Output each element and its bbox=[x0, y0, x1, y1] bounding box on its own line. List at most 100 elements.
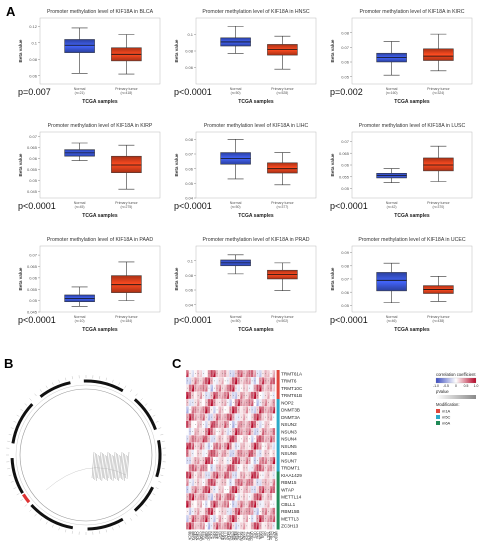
nonsignificant-dot bbox=[195, 460, 196, 461]
significance-triangle bbox=[269, 399, 273, 407]
significance-triangle bbox=[213, 478, 216, 486]
column-label: SARC bbox=[236, 532, 240, 542]
nonsignificant-dot bbox=[257, 387, 258, 389]
column-label: OV bbox=[263, 532, 267, 537]
nonsignificant-dot bbox=[224, 525, 226, 527]
y-tick-label: 0.06 bbox=[185, 65, 194, 70]
chart-title: Promoter methylation level of KIF18A in … bbox=[360, 9, 465, 15]
significance-triangle bbox=[256, 449, 259, 457]
x-axis-label: TCGA samples bbox=[238, 213, 274, 219]
nonsignificant-dot bbox=[251, 518, 253, 519]
nonsignificant-dot bbox=[203, 431, 204, 432]
significance-triangle bbox=[272, 442, 276, 450]
scale-tick bbox=[130, 517, 133, 521]
significance-triangle bbox=[199, 464, 203, 472]
significance-triangle bbox=[258, 420, 262, 428]
significance-triangle bbox=[204, 478, 208, 486]
nonsignificant-dot bbox=[262, 511, 264, 512]
nonsignificant-dot bbox=[200, 460, 202, 461]
significance-triangle bbox=[245, 493, 249, 501]
significance-triangle bbox=[202, 522, 205, 530]
nonsignificant-dot bbox=[268, 525, 269, 527]
nonsignificant-dot bbox=[249, 518, 250, 519]
column-label: SKCM bbox=[239, 532, 243, 542]
significance-triangle bbox=[221, 413, 224, 421]
significance-triangle bbox=[210, 399, 213, 407]
row-label: TRMT61A bbox=[281, 371, 303, 376]
nonsignificant-dot bbox=[268, 380, 269, 382]
nonsignificant-dot bbox=[205, 431, 207, 432]
nonsignificant-dot bbox=[203, 518, 204, 519]
y-tick-label: 0.05 bbox=[341, 303, 350, 308]
significance-triangle bbox=[229, 413, 232, 421]
column-label: BRCA bbox=[190, 532, 194, 542]
significance-triangle bbox=[234, 391, 238, 399]
scale-tick bbox=[160, 434, 164, 436]
significance-triangle bbox=[258, 370, 262, 378]
nonsignificant-dot bbox=[270, 445, 272, 447]
nonsignificant-dot bbox=[203, 503, 204, 505]
nonsignificant-dot bbox=[230, 460, 231, 461]
nonsignificant-dot bbox=[232, 503, 234, 505]
nonsignificant-dot bbox=[205, 380, 207, 382]
nonsignificant-dot bbox=[187, 402, 188, 403]
column-label: UCEC bbox=[250, 532, 254, 542]
nonsignificant-dot bbox=[249, 402, 250, 403]
y-tick-label: 0.045 bbox=[27, 189, 38, 194]
nonsignificant-dot bbox=[197, 453, 199, 454]
nonsignificant-dot bbox=[224, 395, 226, 396]
scale-tick bbox=[24, 504, 28, 507]
nonsignificant-dot bbox=[235, 518, 237, 519]
significance-triangle bbox=[218, 370, 222, 378]
modification-swatch bbox=[436, 409, 440, 413]
sample-size-label: (n=160) bbox=[386, 91, 398, 95]
nonsignificant-dot bbox=[246, 453, 248, 454]
scale-tick bbox=[16, 493, 20, 496]
significance-triangle bbox=[186, 406, 189, 414]
nonsignificant-dot bbox=[241, 496, 242, 498]
modification-swatch bbox=[436, 415, 440, 419]
plot-frame bbox=[351, 131, 473, 199]
chromosome-band bbox=[83, 379, 124, 393]
significance-triangle bbox=[186, 442, 189, 450]
box-tumor bbox=[423, 48, 454, 61]
scale-tick bbox=[155, 421, 159, 423]
nonsignificant-dot bbox=[216, 496, 218, 498]
row-label: TRDMT1 bbox=[281, 466, 300, 471]
scale-tick bbox=[99, 376, 101, 380]
significance-triangle bbox=[221, 486, 224, 494]
significance-triangle bbox=[231, 370, 235, 378]
row-label: DNMT3A bbox=[281, 415, 301, 420]
significance-triangle bbox=[269, 435, 273, 443]
significance-triangle bbox=[226, 370, 230, 378]
y-tick-label: 0.1 bbox=[187, 258, 193, 263]
significance-triangle bbox=[234, 464, 238, 472]
nonsignificant-dot bbox=[203, 387, 204, 389]
nonsignificant-dot bbox=[227, 438, 229, 440]
significance-triangle bbox=[269, 471, 273, 479]
significance-triangle bbox=[253, 478, 257, 486]
significance-triangle bbox=[240, 515, 243, 523]
nonsignificant-dot bbox=[208, 518, 210, 519]
nonsignificant-dot bbox=[241, 474, 242, 476]
nonsignificant-dot bbox=[232, 380, 234, 382]
significance-triangle bbox=[234, 413, 238, 421]
significance-triangle bbox=[250, 420, 254, 428]
nonsignificant-dot bbox=[241, 424, 242, 425]
nonsignificant-dot bbox=[243, 460, 245, 461]
nonsignificant-dot bbox=[200, 438, 202, 440]
plot-frame bbox=[39, 17, 161, 85]
nonsignificant-dot bbox=[246, 489, 248, 490]
nonsignificant-dot bbox=[232, 438, 234, 440]
x-category-label: Normal bbox=[74, 315, 86, 319]
nonsignificant-dot bbox=[219, 438, 221, 440]
row-label: NSUN7 bbox=[281, 458, 297, 463]
scale-tick bbox=[130, 389, 133, 393]
column-label: THYM bbox=[247, 532, 251, 541]
column-label: LGG bbox=[260, 532, 264, 539]
scale-tick bbox=[158, 427, 162, 429]
nonsignificant-dot bbox=[205, 511, 207, 512]
link-line bbox=[122, 453, 125, 481]
significance-triangle bbox=[207, 464, 211, 472]
nonsignificant-dot bbox=[241, 511, 242, 512]
